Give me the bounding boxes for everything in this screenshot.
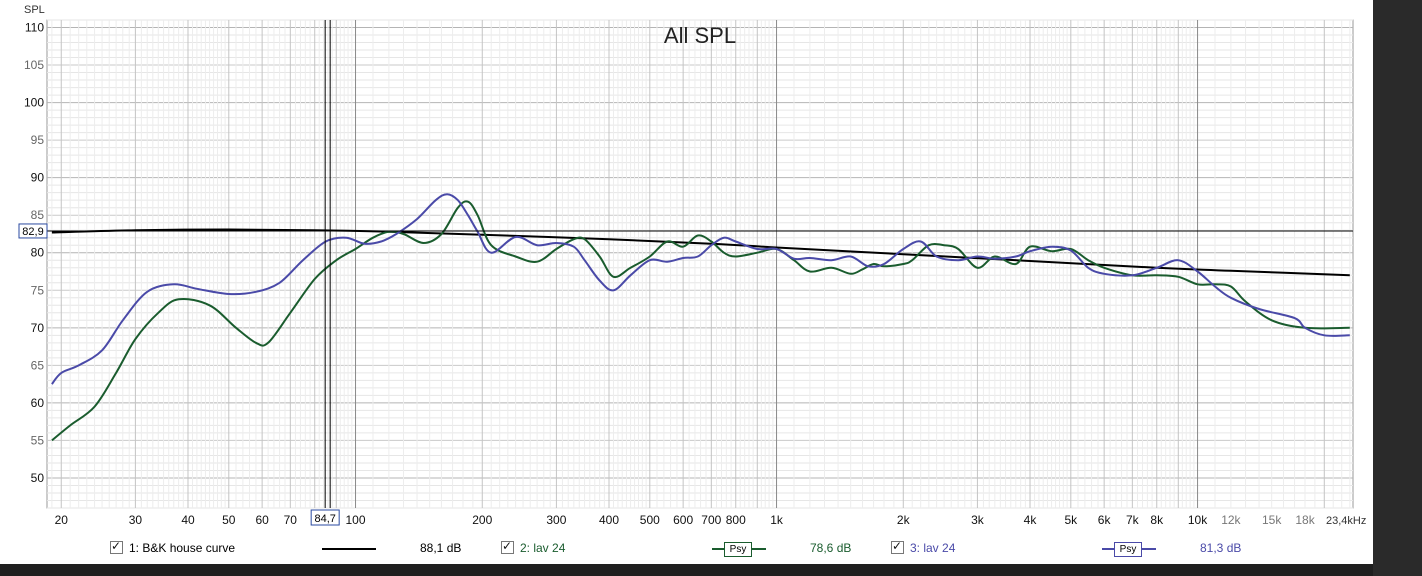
x-tick-label: 70 [284, 513, 298, 527]
legend-line-swatch-1 [322, 548, 376, 550]
y-tick-label: 80 [31, 246, 45, 260]
y-tick-label: 95 [31, 133, 45, 147]
checkbox-icon[interactable] [110, 539, 123, 554]
legend-label: 1: B&K house curve [129, 541, 236, 555]
plot-area[interactable] [46, 19, 1354, 509]
y-tick-label: 75 [31, 283, 45, 297]
checkbox-icon[interactable] [501, 539, 514, 554]
x-tick-label: 30 [129, 513, 143, 527]
y-tick-label: 110 [25, 21, 44, 35]
x-tick-label: 60 [255, 513, 269, 527]
x-tick-label: 1k [770, 513, 784, 527]
series-layer [51, 193, 1350, 442]
cursor-x-box [310, 509, 340, 526]
legend-item-2[interactable]: 2: lav 24 [501, 539, 566, 555]
y-tick-label: 100 [24, 96, 44, 110]
x-tick-label: 400 [599, 513, 619, 527]
x-tick-label: 15k [1262, 513, 1282, 527]
y-tick-label: 105 [24, 58, 44, 72]
legend-label: 2: lav 24 [520, 541, 566, 555]
x-tick-label: 8k [1150, 513, 1164, 527]
cursor-y-box [18, 223, 48, 239]
y-tick-label: 70 [31, 321, 45, 335]
x-tick-label: 50 [222, 513, 236, 527]
x-tick-label: 800 [726, 513, 746, 527]
cursor-x-label: 84,7 [314, 513, 335, 525]
y-axis-label: SPL [24, 4, 45, 16]
x-tick-label: 100 [346, 513, 366, 527]
x-tick-label: 2k [897, 513, 911, 527]
tick-labels: 50 55 60 65 70 75 80 85 90 95 100 105 110 20 30 40 50 60 7… [24, 21, 1316, 527]
series-line-2 [51, 200, 1350, 442]
x-tick-label: 200 [472, 513, 492, 527]
y-tick-label: 60 [31, 396, 45, 410]
grid-lines [47, 19, 1353, 509]
x-tick-label: 7k [1126, 513, 1140, 527]
x-tick-label: 12k [1221, 513, 1241, 527]
series-line-3 [51, 193, 1350, 385]
cursor-layer[interactable]: 82,9 84,7 [18, 20, 1353, 526]
legend-label: 3: lav 24 [910, 541, 956, 555]
cursor-y-label: 82,9 [22, 226, 43, 238]
legend-item-3[interactable]: 3: lav 24 [891, 539, 956, 555]
x-tick-label: 40 [181, 513, 195, 527]
right-side-strip [1373, 0, 1422, 576]
psy-badge-2[interactable]: Psy [724, 542, 752, 557]
x-unit-label: 23,4kHz [1326, 515, 1366, 527]
x-tick-label: 4k [1024, 513, 1038, 527]
x-tick-label: 600 [673, 513, 693, 527]
x-tick-label: 3k [971, 513, 985, 527]
y-tick-label: 50 [31, 471, 45, 485]
y-tick-label: 65 [31, 358, 45, 372]
x-tick-label: 18k [1295, 513, 1315, 527]
legend-value-2: 78,6 dB [810, 541, 852, 555]
x-tick-label: 20 [55, 513, 69, 527]
x-tick-label: 300 [546, 513, 566, 527]
y-tick-label: 90 [31, 171, 45, 185]
x-tick-label: 10k [1188, 513, 1208, 527]
x-tick-label: 700 [701, 513, 721, 527]
legend-item-1[interactable]: 1: B&K house curve [110, 539, 236, 555]
chart-title: All SPL [664, 23, 736, 48]
x-tick-label: 5k [1064, 513, 1078, 527]
psy-badge-3[interactable]: Psy [1114, 542, 1142, 557]
spl-chart[interactable]: 82,9 84,7 50 55 60 65 70 75 80 85 90 95 100 105 110 20… [0, 0, 1373, 564]
legend-value-1: 88,1 dB [420, 541, 462, 555]
x-tick-label: 6k [1098, 513, 1112, 527]
bottom-strip [0, 564, 1373, 576]
y-tick-label: 85 [31, 208, 45, 222]
y-tick-label: 55 [31, 433, 45, 447]
x-tick-label: 500 [640, 513, 660, 527]
checkbox-icon[interactable] [891, 539, 904, 554]
series-line-1 [51, 228, 1350, 277]
legend-value-3: 81,3 dB [1200, 541, 1242, 555]
